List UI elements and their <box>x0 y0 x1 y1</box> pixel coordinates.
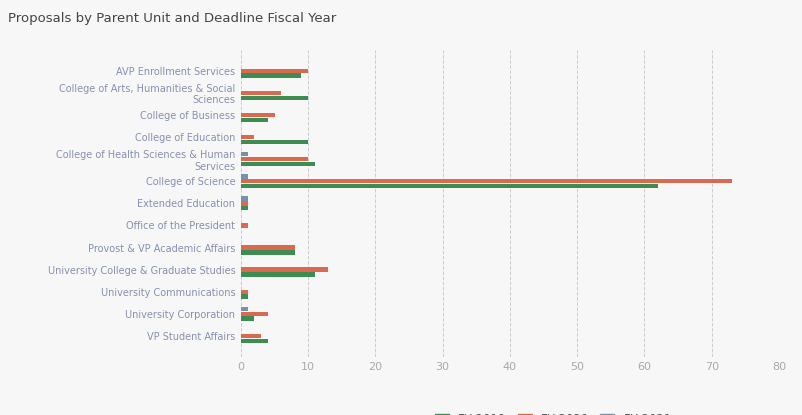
Bar <box>241 95 308 100</box>
Bar <box>241 267 328 272</box>
Bar <box>241 201 247 205</box>
Bar <box>241 184 657 188</box>
Bar <box>241 174 247 178</box>
Bar <box>241 339 267 343</box>
Bar <box>241 162 314 166</box>
Bar <box>241 206 247 210</box>
Bar <box>241 140 308 144</box>
Bar <box>241 317 254 321</box>
Bar <box>241 223 247 228</box>
Bar <box>241 196 247 201</box>
Bar <box>241 135 254 139</box>
Bar <box>241 157 308 161</box>
Bar <box>241 68 308 73</box>
Bar <box>241 152 247 156</box>
Bar <box>241 294 247 299</box>
Bar <box>241 118 267 122</box>
Bar <box>241 307 247 311</box>
Bar <box>241 312 267 316</box>
Legend: FY 2019, FY 2020, FY 2021: FY 2019, FY 2020, FY 2021 <box>429 408 675 415</box>
Bar <box>241 91 281 95</box>
Bar <box>241 113 274 117</box>
Bar <box>241 179 731 183</box>
Text: Proposals by Parent Unit and Deadline Fiscal Year: Proposals by Parent Unit and Deadline Fi… <box>8 12 336 25</box>
Bar <box>241 272 314 277</box>
Bar <box>241 245 294 250</box>
Bar <box>241 73 301 78</box>
Bar <box>241 250 294 254</box>
Bar <box>241 334 261 338</box>
Bar <box>241 290 247 294</box>
